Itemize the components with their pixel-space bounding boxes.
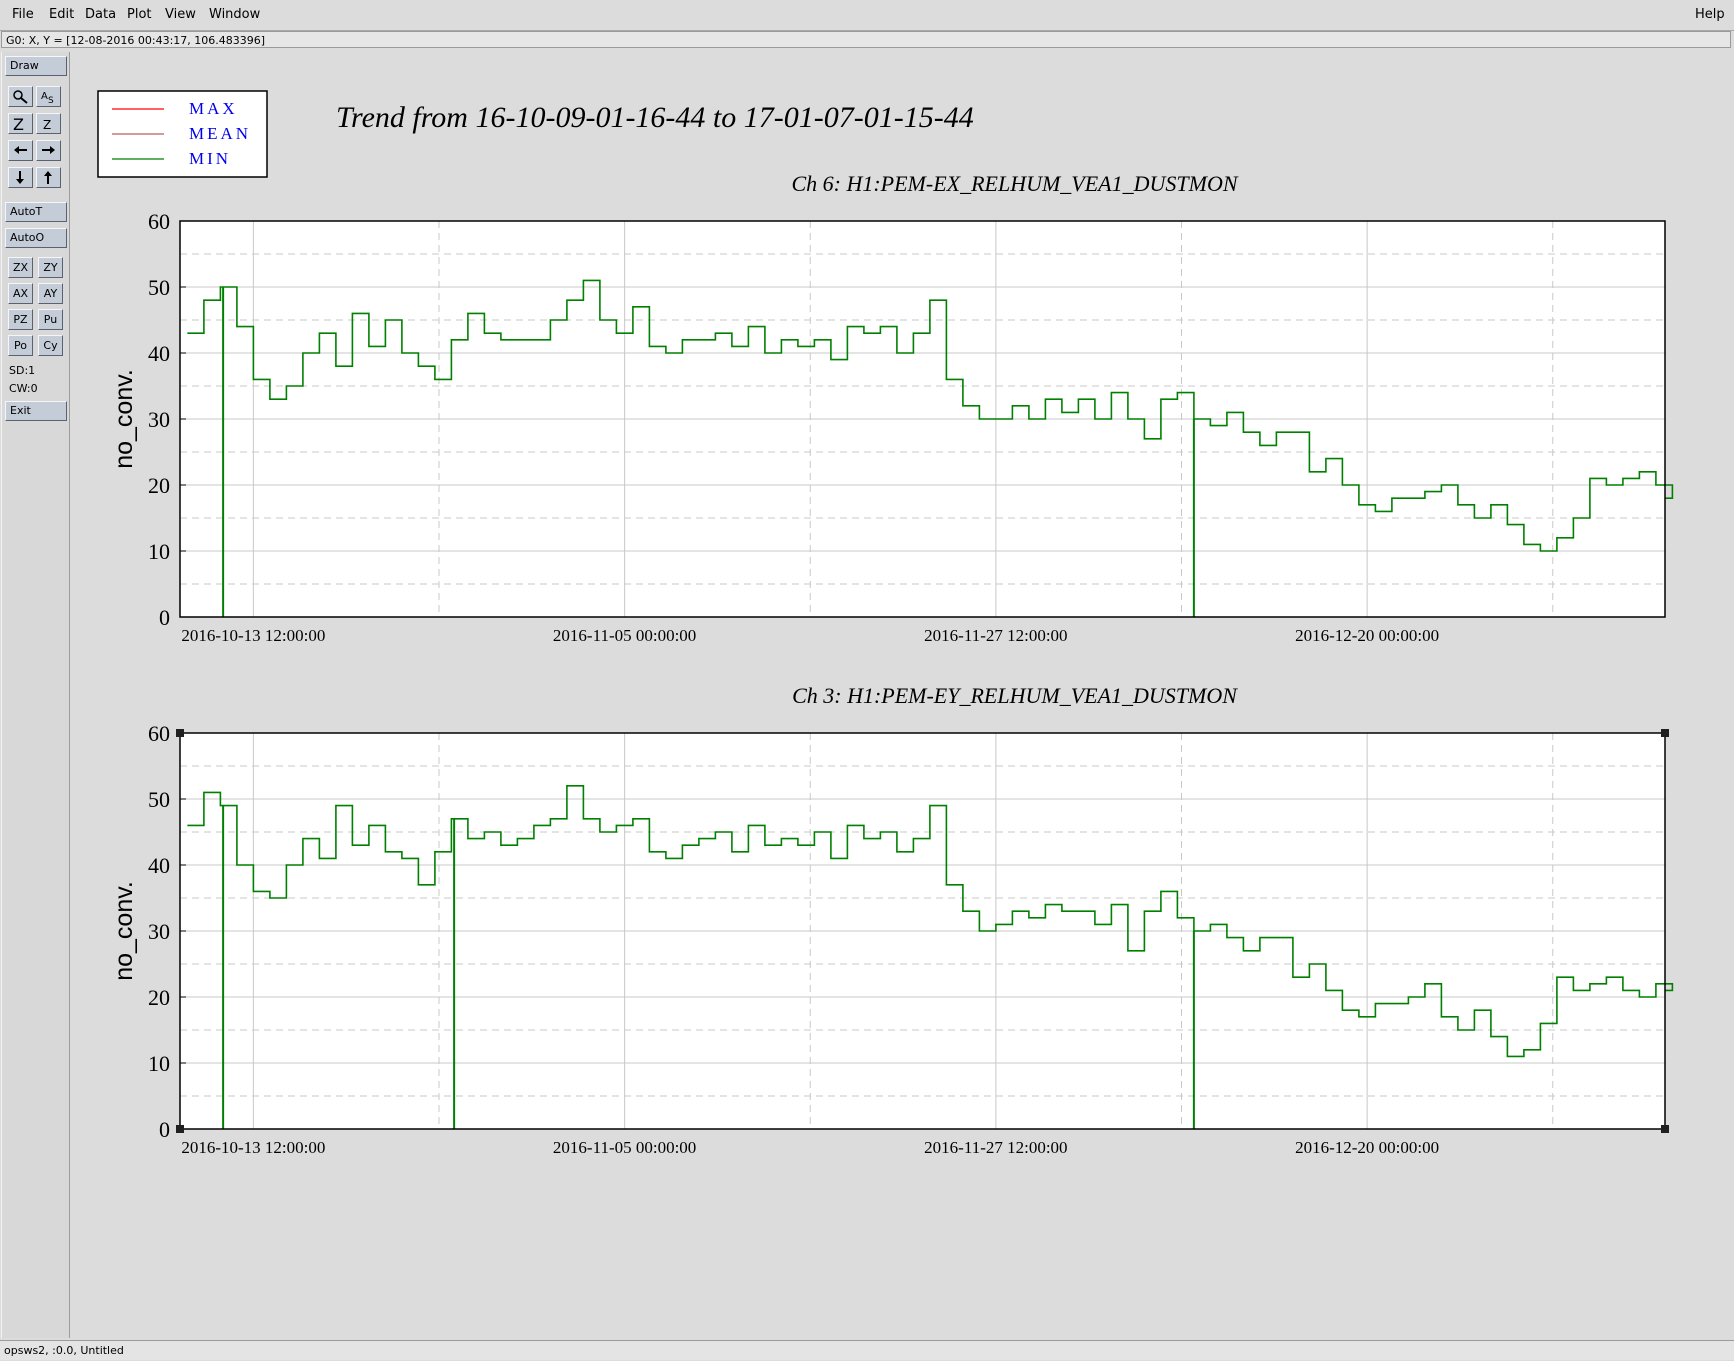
zx-button[interactable]: ZX <box>8 257 33 278</box>
series-line-min <box>187 279 1674 552</box>
po-button[interactable]: Po <box>8 335 33 356</box>
magnifier-icon <box>13 90 28 104</box>
trend-title: Trend from 16-10-09-01-16-44 to 17-01-07… <box>336 101 974 134</box>
y-tick-label: 10 <box>148 1051 170 1076</box>
selection-handle <box>176 1125 184 1133</box>
x-tick-label: 2016-12-20 00:00:00 <box>1295 1138 1439 1157</box>
arrow-right-icon <box>42 146 55 154</box>
legend-label-min: MIN <box>189 149 231 168</box>
zoom-magnifier-button[interactable] <box>8 86 33 107</box>
y-tick-label: 30 <box>148 407 170 432</box>
zoom-out-button[interactable]: Z <box>36 113 61 134</box>
menu-file[interactable]: File <box>12 7 34 22</box>
x-tick-label: 2016-11-27 12:00:00 <box>924 626 1067 645</box>
exit-button[interactable]: Exit <box>5 401 67 421</box>
legend-label-mean: MEAN <box>189 124 251 143</box>
x-tick-label: 2016-11-05 00:00:00 <box>553 1138 696 1157</box>
pan-right-button[interactable] <box>36 140 61 161</box>
y-tick-label: 20 <box>148 985 170 1010</box>
chart-title: Ch 3: H1:PEM-EY_RELHUM_VEA1_DUSTMON <box>792 683 1238 708</box>
y-tick-label: 60 <box>148 209 170 234</box>
draw-button[interactable]: Draw <box>5 56 67 76</box>
menu-bar: File Edit Data Plot View Window Help <box>0 0 1734 31</box>
menu-data[interactable]: Data <box>85 7 117 22</box>
svg-text:Z: Z <box>43 118 51 131</box>
y-tick-label: 10 <box>148 539 170 564</box>
y-tick-label: 20 <box>148 473 170 498</box>
coordinate-readout: G0: X, Y = [12-08-2016 00:43:17, 106.483… <box>1 31 1731 48</box>
pan-down-button[interactable] <box>8 167 33 188</box>
status-bar: opsws2, :0.0, Untitled <box>0 1340 1734 1360</box>
zoom-out-z-icon: Z <box>43 118 51 131</box>
charts-group: 0 10 20 30 40 50 60 2016-10-13 12:00:00 2016-11-… <box>110 171 1674 1157</box>
ay-button[interactable]: AY <box>38 283 63 304</box>
pan-up-button[interactable] <box>36 167 61 188</box>
y-tick-label: 50 <box>148 787 170 812</box>
pan-left-button[interactable] <box>8 140 33 161</box>
cw-readout: CW:0 <box>9 382 38 395</box>
menu-window[interactable]: Window <box>209 7 261 22</box>
selection-handle <box>1661 1125 1669 1133</box>
menu-help[interactable]: Help <box>1695 7 1725 22</box>
plot-canvas[interactable]: MAX MEAN MIN Trend from 16-10-09-01-16-4… <box>70 52 1732 1338</box>
cy-button[interactable]: Cy <box>38 335 63 356</box>
svg-text:A: A <box>41 91 48 102</box>
autoo-button[interactable]: AutoO <box>5 228 67 248</box>
y-tick-label: 40 <box>148 853 170 878</box>
y-tick-label: 0 <box>159 1117 170 1142</box>
x-tick-label: 2016-11-05 00:00:00 <box>553 626 696 645</box>
arrow-down-icon <box>16 171 24 184</box>
sd-readout: SD:1 <box>9 364 36 377</box>
x-tick-label: 2016-11-27 12:00:00 <box>924 1138 1067 1157</box>
y-tick-label: 0 <box>159 605 170 630</box>
ax-button[interactable]: AX <box>8 283 33 304</box>
pz-button[interactable]: PZ <box>8 309 33 330</box>
menu-view[interactable]: View <box>165 7 196 22</box>
y-tick-label: 40 <box>148 341 170 366</box>
autot-button[interactable]: AutoT <box>5 202 67 222</box>
x-tick-label: 2016-12-20 00:00:00 <box>1295 626 1439 645</box>
svg-text:Z: Z <box>13 116 24 131</box>
arrow-up-icon <box>44 171 52 184</box>
y-tick-label: 30 <box>148 919 170 944</box>
legend: MAX MEAN MIN <box>97 90 268 178</box>
y-tick-label: 50 <box>148 275 170 300</box>
legend-label-max: MAX <box>189 99 238 118</box>
chart-title: Ch 6: H1:PEM-EX_RELHUM_VEA1_DUSTMON <box>791 171 1238 196</box>
x-tick-label: 2016-10-13 12:00:00 <box>181 626 325 645</box>
x-tick-label: 2016-10-13 12:00:00 <box>181 1138 325 1157</box>
zoom-in-z-icon: Z <box>13 116 24 131</box>
y-tick-label: 60 <box>148 721 170 746</box>
zy-button[interactable]: ZY <box>38 257 63 278</box>
selection-handle <box>176 729 184 737</box>
svg-text:S: S <box>48 96 54 104</box>
menu-edit[interactable]: Edit <box>49 7 75 22</box>
zoom-in-button[interactable]: Z <box>8 113 33 134</box>
pu-button[interactable]: Pu <box>38 309 63 330</box>
menu-plot[interactable]: Plot <box>127 7 152 22</box>
y-axis-label: no_conv. <box>110 369 138 469</box>
selection-handle <box>1661 729 1669 737</box>
arrow-left-icon <box>14 146 27 154</box>
y-axis-label: no_conv. <box>110 881 138 981</box>
series-line-min <box>187 785 1674 1058</box>
